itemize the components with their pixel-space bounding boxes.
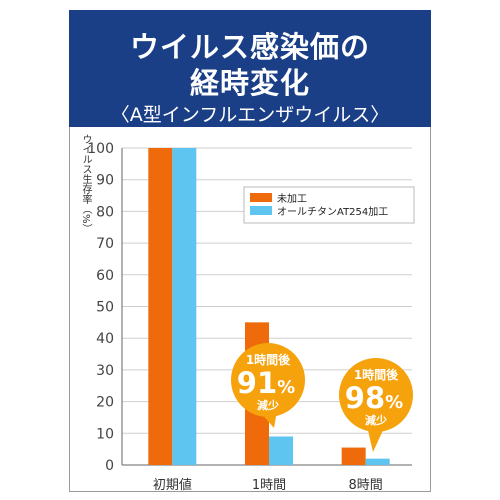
- bar-untreated: [148, 148, 173, 465]
- legend-swatch: [250, 206, 272, 215]
- y-tick-label: 80: [96, 204, 114, 220]
- reduction-badge: [339, 358, 413, 432]
- y-tick-label: 100: [87, 141, 114, 157]
- badge-head: 1時間後: [246, 352, 291, 367]
- y-tick-label: 0: [105, 458, 114, 474]
- reduction-badge: [231, 343, 305, 417]
- bar-treated: [269, 436, 293, 465]
- badge-value-unit: %: [385, 392, 403, 413]
- badge-value-unit: %: [277, 377, 295, 398]
- x-tick-label: 8時間: [349, 478, 383, 493]
- x-tick-label: 初期値: [153, 477, 192, 493]
- legend-swatch: [250, 193, 272, 202]
- badge-pointer: [367, 426, 385, 452]
- bar-untreated: [341, 447, 366, 465]
- legend-label: オールチタンAT254加工: [277, 206, 388, 218]
- badge-value-number: 98: [345, 381, 385, 415]
- y-axis-label: ウイルス生存率（%）: [80, 134, 91, 234]
- y-tick-label: 70: [96, 236, 114, 252]
- y-tick-label: 30: [96, 363, 114, 379]
- bar-treated: [365, 458, 390, 465]
- bar-treated: [172, 148, 197, 465]
- legend-label: 未加工: [277, 193, 307, 205]
- y-tick-label: 90: [96, 173, 114, 189]
- badge-value: 91%: [237, 366, 295, 400]
- y-tick-label: 40: [96, 331, 114, 347]
- x-tick-label: 1時間: [252, 478, 286, 493]
- chart-subtitle: 〈A型インフルエンザウイルス〉: [110, 104, 390, 126]
- y-tick-label: 60: [96, 268, 114, 284]
- badge-value: 98%: [345, 381, 403, 415]
- chart-title-line2: 経時変化: [189, 66, 310, 100]
- badge-tail: 減少: [365, 413, 387, 427]
- y-tick-label: 20: [96, 395, 114, 411]
- badge-head: 1時間後: [354, 367, 399, 382]
- y-tick-label: 50: [96, 300, 114, 316]
- chart-title: ウイルス感染価の: [129, 30, 370, 64]
- y-tick-label: 10: [96, 426, 114, 442]
- legend-box: [243, 186, 415, 224]
- badge-tail: 減少: [257, 398, 279, 412]
- badge-value-number: 91: [237, 366, 277, 400]
- chart-header: ウイルス感染価の 経時変化 〈A型インフルエンザウイルス〉: [69, 10, 431, 127]
